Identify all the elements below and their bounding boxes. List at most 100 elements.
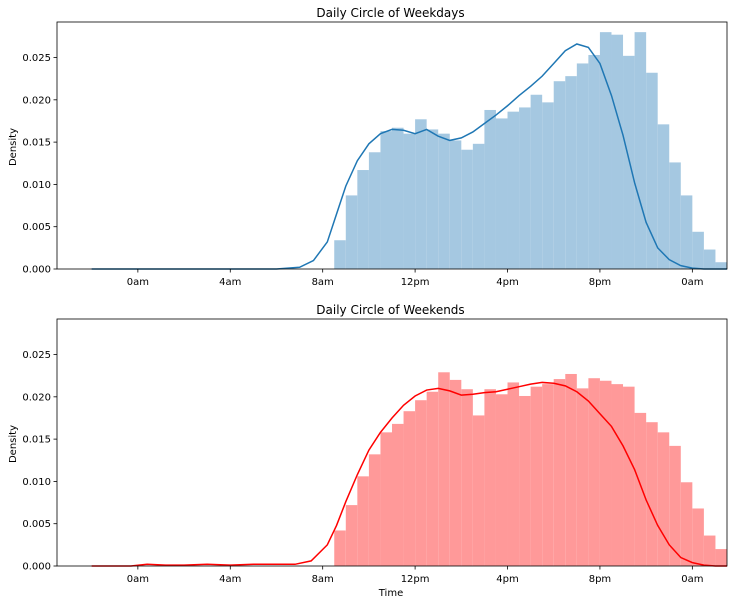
y-tick-label: 0.010 [22,477,51,488]
x-tick-label: 4pm [496,277,518,288]
histogram-bar [380,131,392,269]
histogram-bar [507,111,520,269]
histogram-bar [392,423,404,566]
y-axis: 0.000 0.005 0.010 0.015 0.020 0.025 [22,53,57,276]
plot-frame [56,318,728,567]
histogram-bar [576,388,589,566]
histogram-bar [426,129,439,269]
x-tick-label: 0am [681,574,703,585]
x-tick-label: 0am [127,277,149,288]
y-axis-label: Density [8,128,19,166]
y-tick-label: 0.025 [22,350,51,361]
histogram-bar [357,476,369,566]
histogram-bar [368,152,381,269]
x-tick-label: 8am [312,277,334,288]
histogram-bar [599,380,612,566]
x-tick-label: 8pm [589,277,611,288]
histogram-bar [392,127,404,270]
histogram-bar [646,72,658,269]
histogram-bar [611,384,624,566]
histogram-bar [484,109,496,269]
histogram-bar [380,432,392,566]
kde-line [91,381,727,567]
y-tick-label: 0.005 [22,222,51,233]
x-axis: 0am 4am 8am 12pm 4pm 8pm 0am [127,269,703,288]
histogram-bar [530,94,543,269]
histogram-bar [472,143,485,269]
histogram-bar [426,391,439,566]
histogram-bar [345,195,358,269]
y-tick-label: 0.025 [22,53,51,64]
histogram-bar [623,386,635,566]
x-tick-label: 8pm [589,574,611,585]
histogram-bar [472,415,485,566]
y-tick-label: 0.020 [22,95,51,106]
y-axis-label: Density [8,425,19,463]
y-tick-label: 0.010 [22,180,51,191]
histogram-bar [715,549,727,566]
histogram-bar [703,249,716,269]
histogram-bar [692,508,704,566]
histogram-bar [415,400,427,566]
histogram-bar [484,389,496,566]
histogram-bar [519,107,531,270]
histogram-bar [495,118,508,270]
histogram-bar [680,482,693,566]
x-tick-label: 12pm [401,277,430,288]
histogram-bar [634,412,647,566]
histogram-bar [715,262,727,269]
histogram-bar [623,55,635,270]
chart-title: Daily Circle of Weekends [316,303,464,317]
histogram-bar [669,445,681,566]
x-tick-label: 0am [127,574,149,585]
histogram-bar [530,386,543,566]
x-tick-label: 12pm [401,574,430,585]
x-tick-label: 4am [219,574,241,585]
histogram-bar [403,411,416,566]
histogram-bar [438,133,450,269]
histogram-bar [565,76,577,269]
histogram-bar [345,505,358,566]
histogram-bar [657,124,670,269]
y-tick-label: 0.005 [22,519,51,530]
histogram-bar [576,63,589,270]
chart-title: Daily Circle of Weekdays [316,6,464,20]
histogram-bar [334,240,346,269]
histogram-bar [634,32,647,270]
histogram-bar [542,384,554,566]
histogram-bar [415,119,427,269]
histogram-bar [449,379,462,566]
kde-line [91,43,727,270]
histogram-bar [692,231,704,269]
histogram-bar [403,133,416,269]
x-axis-label: Time [378,588,403,599]
histogram-bar [599,32,612,270]
histogram-bar [334,530,346,566]
histogram-bar [438,372,450,566]
y-tick-label: 0.000 [22,265,51,276]
histogram-bar [680,195,693,269]
histogram-bar [669,162,681,269]
y-axis: 0.000 0.005 0.010 0.015 0.020 0.025 [22,350,57,573]
histogram-bar [565,373,577,566]
x-tick-label: 4am [219,277,241,288]
weekends-panel: Daily Circle of Weekends Density Time 0.… [8,303,728,599]
histogram-bar [657,432,670,566]
histogram-bar [588,54,600,269]
histogram-bar [461,149,473,269]
y-tick-label: 0.015 [22,435,51,446]
y-tick-label: 0.015 [22,138,51,149]
y-tick-label: 0.020 [22,392,51,403]
histogram-bar [449,140,462,269]
histogram-bar [368,454,381,566]
histogram-bar [519,395,531,566]
histogram-bar [611,34,624,269]
histogram-bar [495,394,508,566]
histogram-bar [646,422,658,566]
histogram-bar [542,102,554,269]
x-tick-label: 0am [681,277,703,288]
x-axis: 0am 4am 8am 12pm 4pm 8pm 0am [127,566,703,585]
x-tick-label: 8am [312,574,334,585]
